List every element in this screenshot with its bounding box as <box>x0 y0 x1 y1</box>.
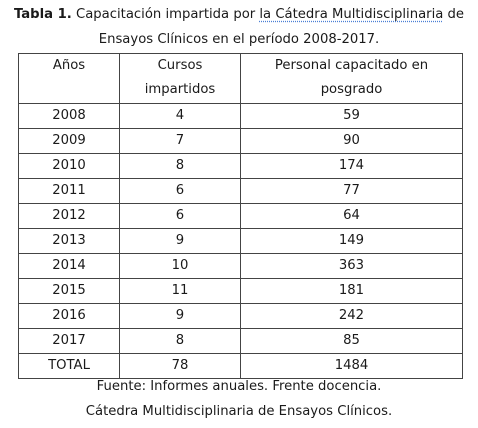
cell-courses: 9 <box>119 303 241 329</box>
table-row: 2013 9 149 <box>18 228 463 254</box>
cell-total-label: TOTAL <box>18 353 120 379</box>
cell-staff: 363 <box>240 253 463 279</box>
cell-staff: 181 <box>240 278 463 304</box>
cell-staff: 64 <box>240 203 463 229</box>
cell-staff: 85 <box>240 328 463 354</box>
table-row: 2012 6 64 <box>18 203 463 229</box>
cell-courses: 6 <box>119 178 241 204</box>
training-table: Años Cursos impartidos Personal capacitad… <box>18 53 463 379</box>
cell-courses: 6 <box>119 203 241 229</box>
source-note: Fuente: Informes anuales. Frente docenci… <box>96 379 382 394</box>
caption-label: Tabla 1. <box>13 7 72 22</box>
cell-year: 2015 <box>18 278 120 304</box>
cell-courses: 9 <box>119 228 241 254</box>
table-caption-line-2: Ensayos Clínicos en el período 2008-2017… <box>98 32 380 47</box>
cell-year: 2009 <box>18 128 120 154</box>
header-row: Años Cursos impartidos Personal capacitad… <box>18 53 463 104</box>
cell-total-courses: 78 <box>119 353 241 379</box>
cell-staff: 90 <box>240 128 463 154</box>
table-caption: Tabla 1. Capacitación impartida por la C… <box>10 7 468 23</box>
cell-total-staff: 1484 <box>240 353 463 379</box>
total-row: TOTAL 78 1484 <box>18 353 463 379</box>
table-row: 2015 11 181 <box>18 278 463 304</box>
table-row: 2008 4 59 <box>18 103 463 129</box>
table-row: 2010 8 174 <box>18 153 463 179</box>
table-row: 2009 7 90 <box>18 128 463 154</box>
cell-year: 2011 <box>18 178 120 204</box>
cell-courses: 11 <box>119 278 241 304</box>
table-row: 2014 10 363 <box>18 253 463 279</box>
table-header: Años Cursos impartidos Personal capacitad… <box>18 53 463 104</box>
cell-courses: 4 <box>119 103 241 129</box>
cell-courses: 8 <box>119 328 241 354</box>
table-body: 2008 4 59 2009 7 90 2010 8 174 2011 6 77 2012 6 64… <box>18 103 463 379</box>
cell-courses: 8 <box>119 153 241 179</box>
table-row: 2016 9 242 <box>18 303 463 329</box>
cell-year: 2010 <box>18 153 120 179</box>
cell-year: 2008 <box>18 103 120 129</box>
table-row: 2011 6 77 <box>18 178 463 204</box>
cell-courses: 7 <box>119 128 241 154</box>
caption-text-before: Capacitación impartida por <box>71 7 260 22</box>
cell-year: 2014 <box>18 253 120 279</box>
table-row: 2017 8 85 <box>18 328 463 354</box>
cell-courses: 10 <box>119 253 241 279</box>
caption-text-after: de <box>443 7 465 22</box>
cell-staff: 77 <box>240 178 463 204</box>
cell-year: 2017 <box>18 328 120 354</box>
cell-staff: 149 <box>240 228 463 254</box>
header-courses: Cursos impartidos <box>119 53 241 104</box>
source-note-line-2: Cátedra Multidisciplinaria de Ensayos Cl… <box>85 404 393 419</box>
header-staff: Personal capacitado en posgrado <box>240 53 463 104</box>
header-years: Años <box>18 53 120 104</box>
cell-staff: 242 <box>240 303 463 329</box>
cell-staff: 59 <box>240 103 463 129</box>
cell-year: 2013 <box>18 228 120 254</box>
cell-staff: 174 <box>240 153 463 179</box>
caption-underlined-text: la Cátedra Multidisciplinaria <box>259 7 444 22</box>
cell-year: 2012 <box>18 203 120 229</box>
cell-year: 2016 <box>18 303 120 329</box>
